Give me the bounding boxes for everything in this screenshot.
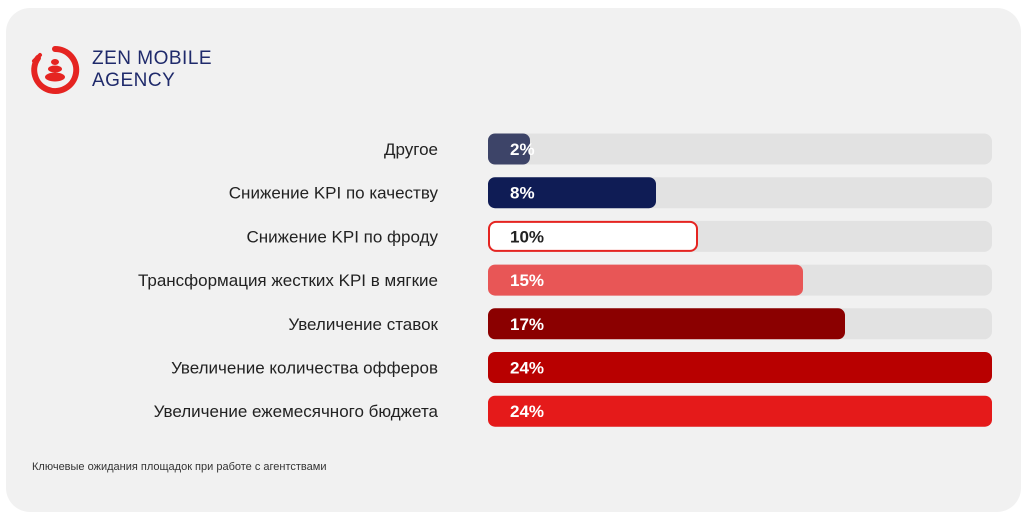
bar (488, 308, 845, 340)
value-label: 24% (510, 402, 544, 421)
bar (488, 133, 530, 165)
value-label: 24% (510, 359, 544, 378)
bar (488, 264, 803, 296)
category-label: Увеличение ежемесячного бюджета (154, 402, 439, 421)
bar (488, 395, 992, 427)
bar-track (488, 133, 992, 165)
category-label: Снижение KPI по фроду (247, 227, 439, 246)
brand-line-1: ZEN MOBILE (92, 48, 213, 69)
category-label: Другое (384, 140, 438, 159)
value-label: 17% (510, 315, 544, 334)
category-label: Трансформация жестких KPI в мягкие (138, 271, 438, 290)
bar (488, 220, 698, 252)
value-label: 8% (510, 184, 535, 203)
category-label: Увеличение ставок (288, 315, 438, 334)
value-label: 2% (510, 140, 535, 159)
value-label: 15% (510, 271, 544, 290)
brand-line-2: AGENCY (92, 70, 176, 91)
category-label: Увеличение количества офферов (171, 359, 438, 378)
logo: ZEN MOBILE AGENCY (30, 45, 212, 95)
brand-name: ZEN MOBILE AGENCY (92, 48, 212, 92)
bar (488, 177, 656, 209)
category-label: Снижение KPI по качеству (229, 184, 439, 203)
bar (488, 352, 992, 383)
footnote: Ключевые ожидания площадок при работе с … (32, 461, 327, 473)
chart-card (6, 8, 1021, 512)
value-label: 10% (510, 227, 544, 246)
zen-logo-icon (31, 45, 80, 94)
